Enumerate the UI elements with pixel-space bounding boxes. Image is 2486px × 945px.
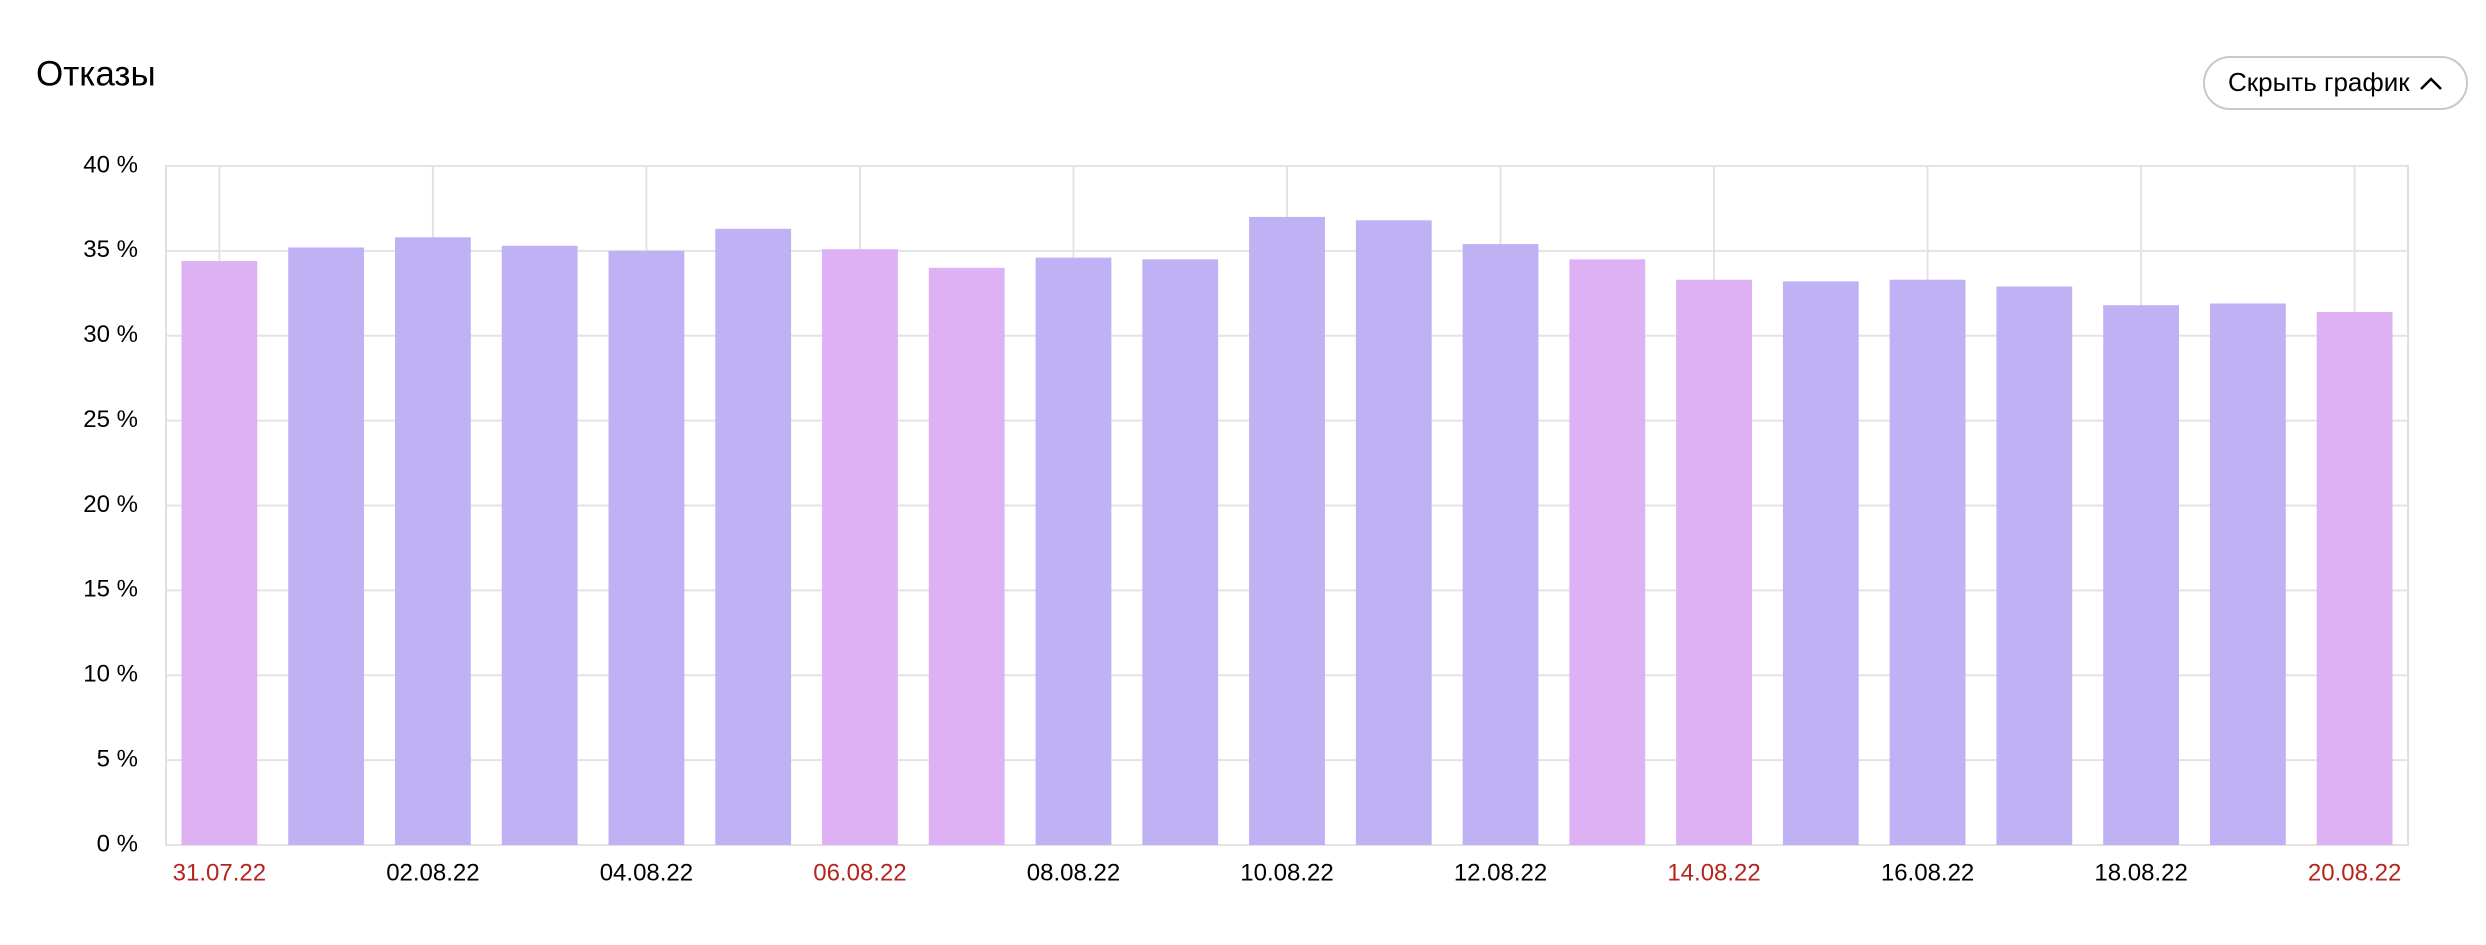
bar	[1355, 220, 1432, 845]
x-tick-label: 10.08.22	[1240, 859, 1333, 886]
y-tick-label: 10 %	[83, 661, 138, 688]
bar	[1889, 279, 1966, 845]
x-tick-label: 18.08.22	[2094, 859, 2187, 886]
bar	[1142, 259, 1219, 845]
x-tick-label: 16.08.22	[1881, 859, 1974, 886]
y-tick-label: 25 %	[83, 406, 138, 433]
x-tick-label: 12.08.22	[1454, 859, 1547, 886]
bar	[822, 249, 898, 846]
bar	[181, 261, 258, 845]
bar	[395, 237, 471, 846]
x-tick-label: 20.08.22	[2308, 859, 2401, 886]
y-tick-label: 40 %	[83, 151, 138, 178]
bar	[1569, 259, 1646, 845]
bar	[715, 228, 792, 845]
bar	[1782, 281, 1859, 845]
bar	[1676, 279, 1752, 845]
button-label[interactable]: Скрыть график	[2228, 67, 2410, 97]
bar	[1462, 244, 1539, 845]
y-tick-label: 5 %	[97, 745, 138, 772]
y-tick-label: 20 %	[83, 491, 138, 518]
x-tick-label: 04.08.22	[600, 859, 693, 886]
bar	[2209, 303, 2286, 845]
bar	[2103, 305, 2179, 845]
bar	[1996, 286, 2073, 846]
y-tick-label: 30 %	[83, 321, 138, 348]
bar	[928, 267, 1005, 846]
y-tick-label: 15 %	[83, 576, 138, 603]
x-tick-label: 31.07.22	[173, 859, 266, 886]
bar	[2316, 311, 2393, 845]
y-tick-label: 35 %	[83, 236, 138, 263]
hide-chart-button[interactable]: Скрыть график	[2203, 56, 2468, 110]
y-tick-label: 0 %	[97, 830, 138, 857]
button-frame[interactable]	[2203, 56, 2468, 110]
bar	[288, 247, 365, 846]
x-tick-label: 08.08.22	[1027, 859, 1120, 886]
x-tick-label: 14.08.22	[1667, 859, 1760, 886]
x-tick-label: 02.08.22	[386, 859, 479, 886]
chart-title: Отказы	[36, 54, 156, 93]
chevron-icon[interactable]	[2420, 77, 2442, 90]
bar	[1035, 257, 1112, 845]
x-tick-label: 06.08.22	[813, 859, 906, 886]
bar	[501, 245, 578, 846]
bar	[1249, 216, 1325, 846]
bar	[608, 250, 685, 845]
